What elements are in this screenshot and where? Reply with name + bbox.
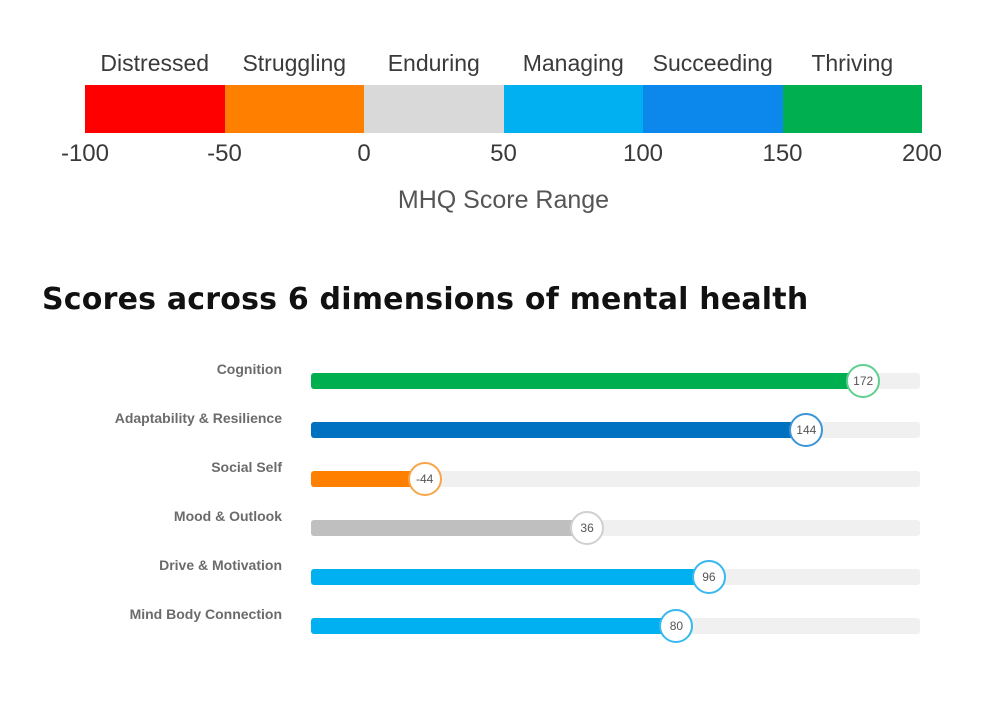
dimension-row: Adaptability & Resilience 144 bbox=[0, 399, 1000, 447]
range-label-managing: Managing bbox=[522, 50, 624, 76]
dimension-track: 80 bbox=[311, 609, 920, 643]
dimension-label: Adaptability & Resilience bbox=[114, 410, 282, 426]
range-tick: 100 bbox=[622, 140, 664, 167]
range-segment-distressed bbox=[85, 85, 225, 133]
range-tick: 0 bbox=[357, 140, 371, 167]
dimension-track: 36 bbox=[311, 511, 920, 545]
score-range-category-labels: Distressed Struggling Enduring Managing … bbox=[85, 50, 922, 80]
score-range-bar bbox=[85, 85, 922, 133]
dimension-value-label: 80 bbox=[659, 609, 694, 643]
range-segment-thriving bbox=[782, 85, 922, 133]
dimension-row: Cognition 172 bbox=[0, 350, 1000, 398]
range-tick: 200 bbox=[901, 140, 943, 167]
dimension-row: Mind Body Connection 80 bbox=[0, 595, 1000, 643]
dimension-bar bbox=[311, 618, 677, 634]
dimension-track: -44 bbox=[311, 462, 920, 496]
dimension-row: Drive & Motivation 96 bbox=[0, 546, 1000, 594]
dimension-value-label: 172 bbox=[846, 364, 881, 398]
dimension-track: 96 bbox=[311, 560, 920, 594]
dimensions-bar-chart: Cognition 172 Adaptability & Resilience 144… bbox=[0, 350, 1000, 660]
range-label-struggling: Struggling bbox=[242, 50, 347, 76]
dimension-track: 172 bbox=[311, 364, 920, 398]
dimension-bar bbox=[311, 520, 588, 536]
dimension-bar bbox=[311, 471, 425, 487]
range-label-distressed: Distressed bbox=[100, 50, 210, 76]
dimension-label: Drive & Motivation bbox=[159, 557, 282, 573]
dimension-label: Social Self bbox=[211, 459, 282, 475]
range-tick: -100 bbox=[60, 140, 110, 167]
dimension-label: Mood & Outlook bbox=[173, 508, 282, 524]
range-label-thriving: Thriving bbox=[811, 50, 894, 76]
range-segment-struggling bbox=[224, 85, 364, 133]
range-segment-succeeding bbox=[643, 85, 783, 133]
range-segment-managing bbox=[503, 85, 643, 133]
range-tick: -50 bbox=[207, 140, 242, 167]
dimension-label: Cognition bbox=[216, 361, 282, 377]
dimension-bar bbox=[311, 422, 807, 438]
dimension-value-label: -44 bbox=[407, 462, 442, 496]
section-title: Scores across 6 dimensions of mental hea… bbox=[42, 282, 809, 317]
dimension-track: 144 bbox=[311, 413, 920, 447]
dimension-value-label: 144 bbox=[789, 413, 824, 447]
range-label-succeeding: Succeeding bbox=[652, 50, 773, 76]
dimension-bar bbox=[311, 569, 709, 585]
range-tick: 150 bbox=[762, 140, 803, 167]
range-label-enduring: Enduring bbox=[387, 50, 480, 76]
range-segment-enduring bbox=[364, 85, 504, 133]
dimension-value-label: 36 bbox=[570, 511, 605, 545]
score-range-ticks: -100 -50 0 50 100 150 200 bbox=[61, 140, 942, 170]
range-tick: 50 bbox=[490, 140, 517, 167]
dimension-bar bbox=[311, 373, 864, 389]
dimension-row: Mood & Outlook 36 bbox=[0, 497, 1000, 545]
score-range-title: MHQ Score Range bbox=[397, 186, 610, 214]
dimension-value-label: 96 bbox=[691, 560, 726, 594]
dimension-row: Social Self -44 bbox=[0, 448, 1000, 496]
dimension-label: Mind Body Connection bbox=[129, 606, 282, 622]
